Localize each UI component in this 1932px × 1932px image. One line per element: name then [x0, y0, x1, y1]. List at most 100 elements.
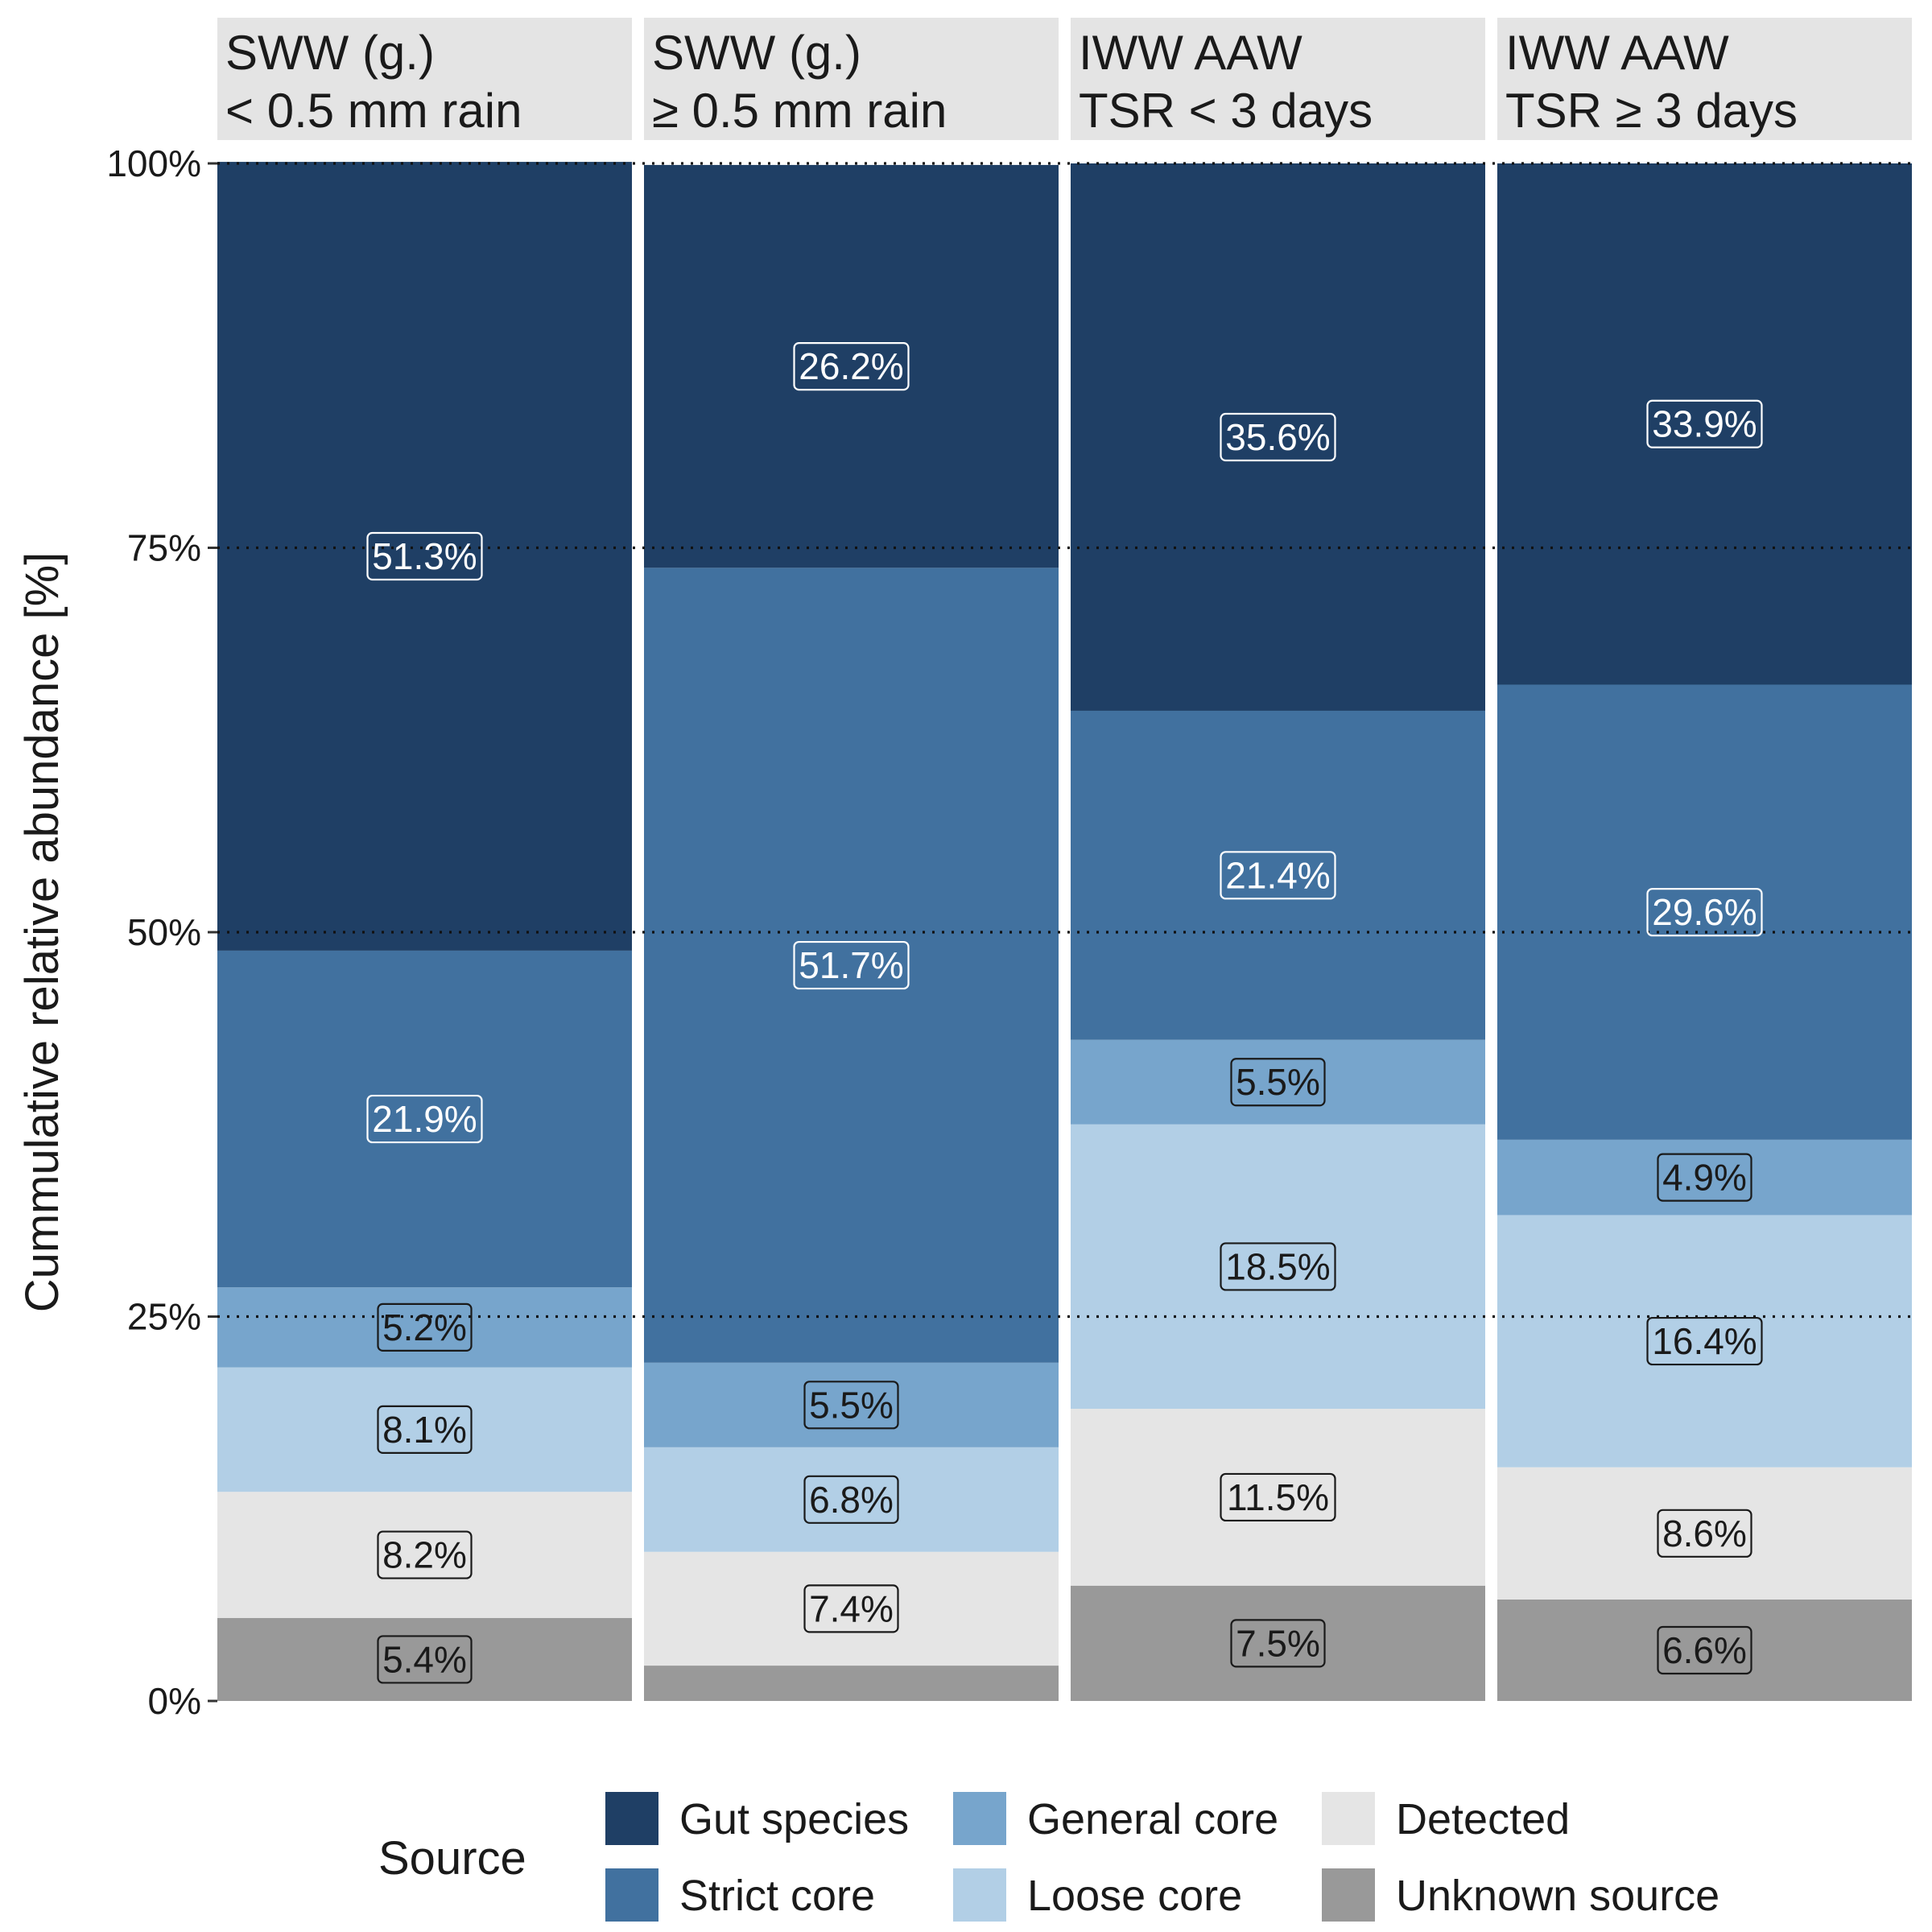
- bar-segment: [1071, 710, 1485, 1040]
- segment-label-text: 8.2%: [382, 1534, 467, 1576]
- segment-label: 8.2%: [377, 1530, 473, 1579]
- segment-label: 8.6%: [1657, 1509, 1752, 1558]
- legend-swatch: [953, 1792, 1006, 1845]
- legend-label: General core: [1027, 1795, 1278, 1843]
- segment-label: 7.5%: [1230, 1619, 1326, 1668]
- facet-strip-line1: IWW AAW: [1505, 26, 1729, 80]
- segment-label: 6.6%: [1657, 1625, 1752, 1675]
- segment-label: 21.9%: [366, 1094, 483, 1144]
- bar-segment: [1497, 163, 1912, 685]
- segment-label-box: [1230, 1619, 1326, 1668]
- segment-label-box: [803, 1381, 899, 1430]
- segment-label-text: 35.6%: [1225, 416, 1330, 458]
- segment-label-text: 26.2%: [799, 345, 903, 387]
- facet-strip-line2: TSR < 3 days: [1079, 84, 1373, 138]
- legend-label: Detected: [1396, 1795, 1570, 1843]
- legend-label: Strict core: [679, 1872, 875, 1920]
- segment-label-text: 21.9%: [372, 1098, 477, 1140]
- segment-label-box: [1220, 1242, 1336, 1291]
- segment-label-text: 8.6%: [1662, 1513, 1747, 1554]
- segment-label-box: [377, 1530, 473, 1579]
- segment-label: 29.6%: [1646, 888, 1763, 937]
- segment-label: 5.4%: [377, 1635, 473, 1684]
- segment-label-text: 5.5%: [809, 1384, 894, 1426]
- legend-label: Loose core: [1027, 1872, 1242, 1920]
- bar-segment: [1497, 684, 1912, 1140]
- segment-label-text: 5.4%: [382, 1638, 467, 1680]
- bar-segment: [1071, 1124, 1485, 1410]
- segment-label-text: 18.5%: [1225, 1245, 1330, 1287]
- legend-label: Gut species: [679, 1795, 909, 1843]
- legend-swatch: [1322, 1868, 1375, 1922]
- bar-segment: [217, 950, 632, 1288]
- bar-segment: [1497, 1139, 1912, 1216]
- segment-label-text: 6.6%: [1662, 1629, 1747, 1671]
- bar-segment: [644, 1666, 1059, 1701]
- segment-label-box: [1220, 851, 1336, 900]
- bar-segment: [217, 1287, 632, 1368]
- segment-label-text: 8.1%: [382, 1409, 467, 1451]
- bar-segment: [217, 162, 632, 951]
- bar-segment: [217, 1492, 632, 1618]
- bar-segment: [644, 1447, 1059, 1552]
- segment-label-box: [1646, 399, 1763, 448]
- segment-label: 35.6%: [1220, 412, 1336, 462]
- segment-label-text: 6.8%: [809, 1479, 894, 1521]
- bar-segment: [1497, 1467, 1912, 1600]
- segment-label-box: [793, 342, 910, 391]
- bar-segment: [217, 1617, 632, 1701]
- y-tick-label: 25%: [127, 1296, 201, 1338]
- bar-segment: [1071, 1039, 1485, 1125]
- segment-label: 5.2%: [377, 1302, 473, 1352]
- facet-strip: [1497, 18, 1912, 140]
- segment-label-box: [803, 1584, 899, 1633]
- segment-label-box: [1220, 1472, 1336, 1522]
- segment-label-box: [1657, 1509, 1752, 1558]
- legend-item: General core: [953, 1792, 1278, 1845]
- segment-label-text: 7.4%: [809, 1587, 894, 1629]
- legend-item: Unknown source: [1322, 1868, 1719, 1922]
- gridlines: [217, 162, 1912, 1319]
- segment-label-box: [1657, 1625, 1752, 1675]
- legend: Source Gut species Strict core General core…: [378, 1792, 1719, 1922]
- segment-label-text: 4.9%: [1662, 1157, 1747, 1199]
- segment-label: 5.5%: [803, 1381, 899, 1430]
- segment-label-text: 21.4%: [1225, 854, 1330, 896]
- facet-strip: [1071, 18, 1485, 140]
- bar-segment: [1071, 163, 1485, 711]
- legend-swatch: [1322, 1792, 1375, 1845]
- segment-label-box: [366, 531, 483, 581]
- segment-label-text: 51.7%: [799, 944, 903, 986]
- segment-label-box: [377, 1302, 473, 1352]
- facet-strip-line2: < 0.5 mm rain: [225, 84, 522, 138]
- bar-segment: [1497, 1215, 1912, 1468]
- y-tick-label: 100%: [106, 142, 201, 184]
- legend-title: Source: [378, 1832, 526, 1885]
- segment-label: 4.9%: [1657, 1153, 1752, 1202]
- facet-strip-line1: SWW (g.): [652, 26, 861, 80]
- segment-label-text: 29.6%: [1652, 891, 1757, 933]
- bar-segment: [1071, 1409, 1485, 1586]
- legend-label: Unknown source: [1396, 1872, 1719, 1920]
- legend-swatch: [605, 1868, 658, 1922]
- legend-swatch: [953, 1868, 1006, 1922]
- segment-label-text: 7.5%: [1236, 1622, 1320, 1664]
- y-tick-label: 75%: [127, 527, 201, 569]
- legend-item: Loose core: [953, 1868, 1242, 1922]
- segment-label: 6.8%: [803, 1475, 899, 1524]
- segment-label-box: [1657, 1153, 1752, 1202]
- bar-segment: [644, 1362, 1059, 1447]
- y-tick-label: 50%: [127, 911, 201, 953]
- segment-label-text: 11.5%: [1227, 1476, 1329, 1518]
- legend-item: Detected: [1322, 1792, 1570, 1845]
- facet-strip-line1: IWW AAW: [1079, 26, 1302, 80]
- segment-label-box: [793, 940, 910, 990]
- segment-label: 26.2%: [793, 342, 910, 391]
- segment-label-text: 5.5%: [1236, 1061, 1320, 1103]
- facet-strip: [644, 18, 1059, 140]
- segment-label-text: 51.3%: [372, 535, 477, 577]
- segment-label: 8.1%: [377, 1405, 473, 1454]
- facet-strip-line1: SWW (g.): [225, 26, 435, 80]
